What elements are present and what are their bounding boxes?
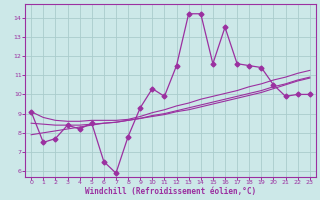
X-axis label: Windchill (Refroidissement éolien,°C): Windchill (Refroidissement éolien,°C) (85, 187, 256, 196)
